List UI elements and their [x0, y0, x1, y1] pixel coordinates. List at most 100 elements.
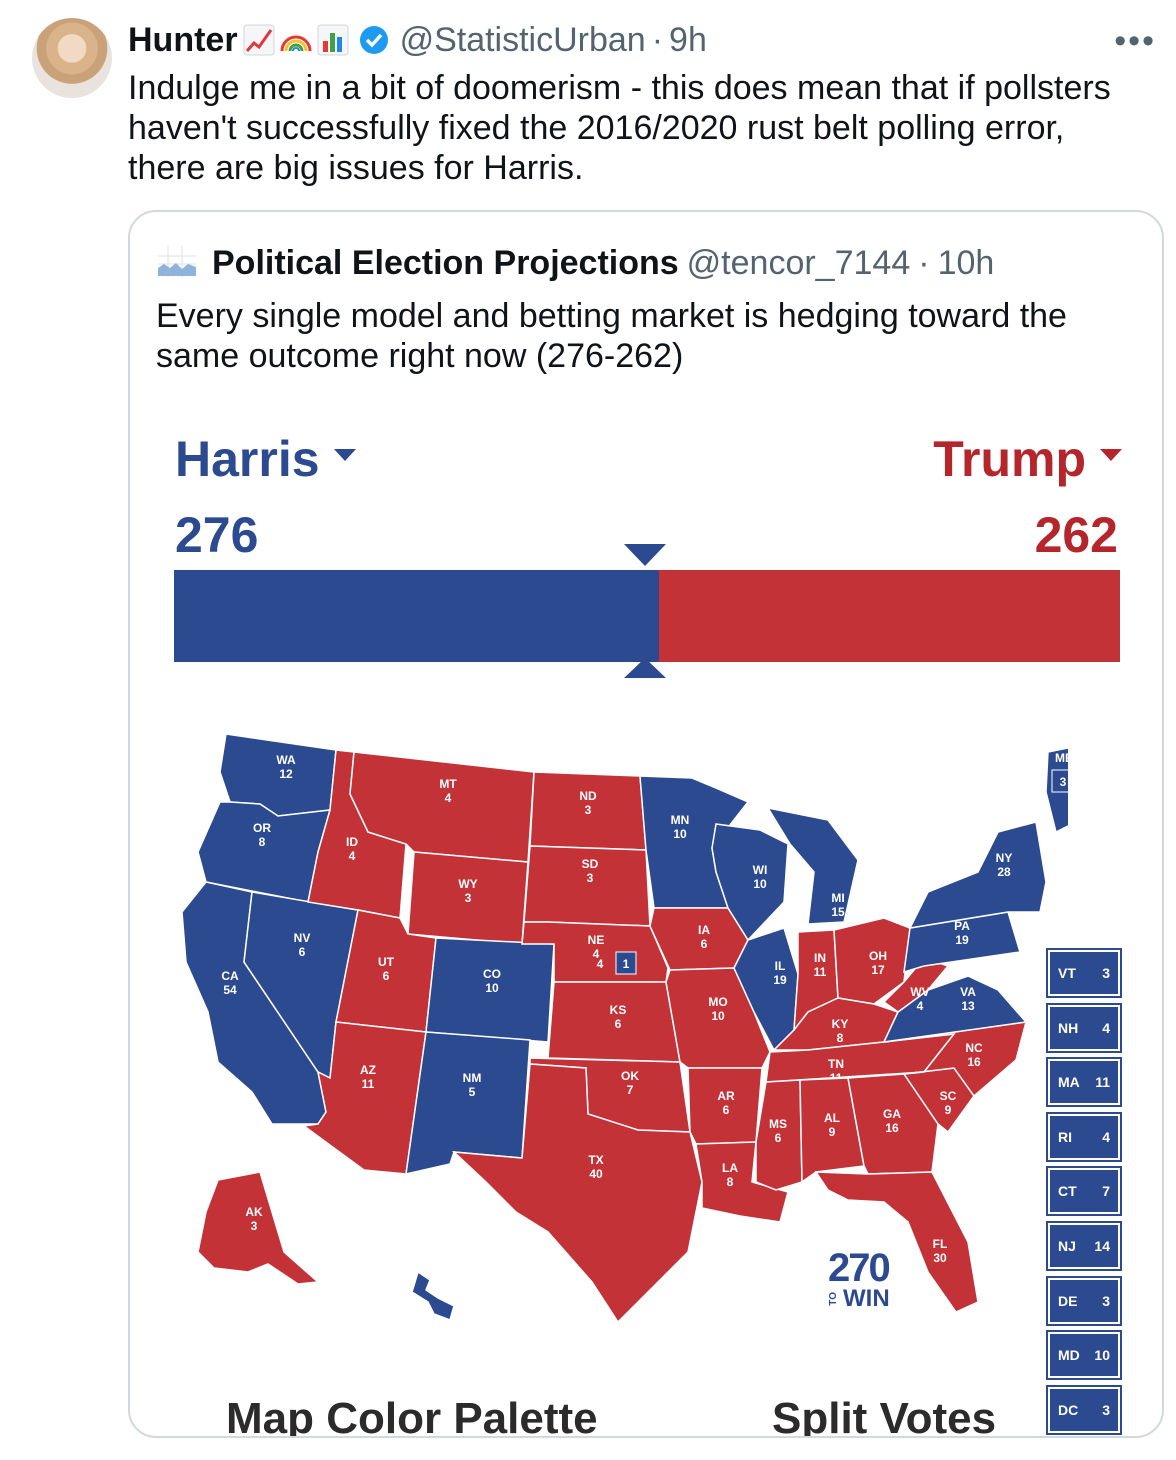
state-la[interactable] [695, 1141, 789, 1223]
trump-label: Trump [933, 431, 1086, 487]
quote-text: Every single model and betting market is… [156, 297, 1067, 375]
split-box-ma[interactable]: MA 11 [1046, 1057, 1122, 1108]
split-box-nj[interactable]: NJ 14 [1046, 1221, 1122, 1271]
state-fl[interactable] [814, 1171, 979, 1313]
state-ev-tx: 40 [589, 1167, 603, 1181]
trump-dropdown[interactable]: Trump [933, 434, 1122, 484]
state-label-tn: TN [828, 1057, 844, 1071]
split-box-nh[interactable]: NH 4 [1046, 1002, 1122, 1053]
state-label-mi: MI [831, 891, 844, 905]
state-ev-ne: 4 [593, 947, 600, 961]
split-box-value: 7 [1102, 1183, 1110, 1200]
state-ev-hi: 4 [419, 1327, 426, 1341]
split-box-value: 3 [1102, 965, 1110, 981]
state-mi[interactable] [766, 806, 859, 925]
state-ev-ok: 7 [627, 1083, 634, 1097]
more-options-icon[interactable]: ••• [1114, 22, 1156, 60]
state-hi[interactable] [411, 1270, 455, 1321]
state-ev-nm: 5 [469, 1085, 476, 1099]
tweet-text: Indulge me in a bit of doomerism - this … [128, 69, 1111, 187]
state-label-ar: AR [717, 1089, 735, 1103]
harris-electoral-votes: 276 [175, 507, 259, 563]
quote-avatar[interactable] [156, 242, 198, 284]
author-avatar[interactable] [32, 18, 112, 98]
split-box-md[interactable]: MD 10 [1046, 1330, 1122, 1381]
split-box-value: 11 [1095, 1074, 1110, 1091]
state-label-ny: NY [996, 851, 1013, 865]
split-box-de[interactable]: DE 3 [1046, 1275, 1122, 1326]
state-ev-ms: 6 [775, 1131, 782, 1145]
split-box-value: 3 [1102, 1292, 1110, 1309]
state-label-ks: KS [610, 1003, 627, 1017]
state-ev-al: 9 [829, 1125, 836, 1139]
state-label-in: IN [814, 951, 826, 965]
state-tx[interactable] [451, 1063, 703, 1324]
state-label-ca: CA [221, 969, 239, 983]
state-ev-mo: 10 [711, 1009, 725, 1023]
ne-statewide-value: 4 [597, 957, 604, 971]
rainbow-emoji-icon [279, 23, 313, 57]
state-label-fl: FL [933, 1237, 948, 1251]
state-ev-pa: 19 [955, 933, 969, 947]
split-box-ri[interactable]: RI 4 [1046, 1111, 1122, 1162]
split-box-label: RI [1058, 1128, 1072, 1145]
state-ev-ak: 3 [251, 1219, 258, 1233]
header-separator: · [651, 20, 664, 59]
split-box-label: DE [1058, 1292, 1078, 1309]
us-electoral-map[interactable]: WA 12 OR 8 CA 54 NV 6 ID 4 MT 4 WY 3 UT 6 AZ 11 CO 10 NM 5 ND 3… [168, 712, 1099, 1436]
state-ev-la: 8 [727, 1175, 734, 1189]
quote-separator: · [918, 243, 930, 282]
state-label-wv: WV [910, 985, 929, 999]
state-ev-wv: 4 [917, 999, 924, 1013]
quoted-tweet[interactable]: Political Election Projections @tencor_7… [128, 210, 1164, 1438]
state-co[interactable] [425, 937, 555, 1043]
state-label-tx: TX [588, 1153, 603, 1167]
harris-dropdown[interactable]: Harris [175, 434, 356, 484]
trump-bar-segment [659, 570, 1120, 662]
split-box-ct[interactable]: CT 7 [1046, 1166, 1122, 1217]
state-ev-mt: 4 [445, 791, 452, 805]
state-label-co: CO [483, 967, 501, 981]
trump-caret-icon [1100, 448, 1122, 461]
state-label-hi: HI [416, 1313, 428, 1327]
author-handle[interactable]: @StatisticUrban [399, 20, 646, 59]
state-al[interactable] [799, 1077, 865, 1184]
state-ny[interactable] [908, 821, 1047, 929]
harris-caret-icon [333, 448, 356, 461]
state-ev-ia: 6 [701, 937, 708, 951]
quote-author-handle[interactable]: @tencor_7144 [686, 243, 911, 282]
state-ev-or: 8 [259, 835, 266, 849]
split-box-label: NH [1058, 1019, 1079, 1036]
logo-number: 270 [828, 1246, 891, 1290]
tweet-header: Hunter @StatisticUrban · 9h [128, 18, 707, 62]
state-ev-nc: 16 [967, 1055, 981, 1069]
state-ak[interactable] [197, 1171, 320, 1285]
state-label-az: AZ [360, 1063, 376, 1077]
split-box-label: MD [1058, 1347, 1080, 1364]
state-nc[interactable] [883, 1021, 1028, 1098]
split-box-dc[interactable]: DC 3 [1046, 1384, 1122, 1435]
state-label-mn: MN [671, 813, 690, 827]
tweet-timestamp[interactable]: 9h [669, 20, 707, 59]
quote-author-name[interactable]: Political Election Projections [212, 243, 679, 282]
chart-increasing-emoji-icon [242, 23, 276, 57]
state-label-nd: ND [579, 789, 597, 803]
win-threshold-marker-bottom [624, 658, 666, 678]
verified-badge-icon [359, 26, 388, 54]
harris-label: Harris [175, 431, 320, 487]
state-label-nv: NV [294, 931, 311, 945]
state-ev-ga: 16 [885, 1121, 899, 1135]
quote-timestamp[interactable]: 10h [937, 243, 995, 282]
state-label-ut: UT [378, 955, 395, 969]
state-ev-ut: 6 [383, 969, 390, 983]
state-label-pa: PA [954, 919, 970, 933]
state-ev-co: 10 [485, 981, 499, 995]
author-name[interactable]: Hunter [128, 20, 238, 59]
ne-district-box[interactable] [615, 951, 637, 975]
split-box-vt[interactable]: VT 3 [1046, 948, 1122, 998]
split-box-value: 10 [1094, 1347, 1110, 1364]
logo-win-row: TO WIN [828, 1285, 890, 1313]
state-label-nc: NC [965, 1041, 983, 1055]
state-ev-in: 11 [814, 965, 827, 979]
logo-win: WIN [843, 1285, 890, 1312]
